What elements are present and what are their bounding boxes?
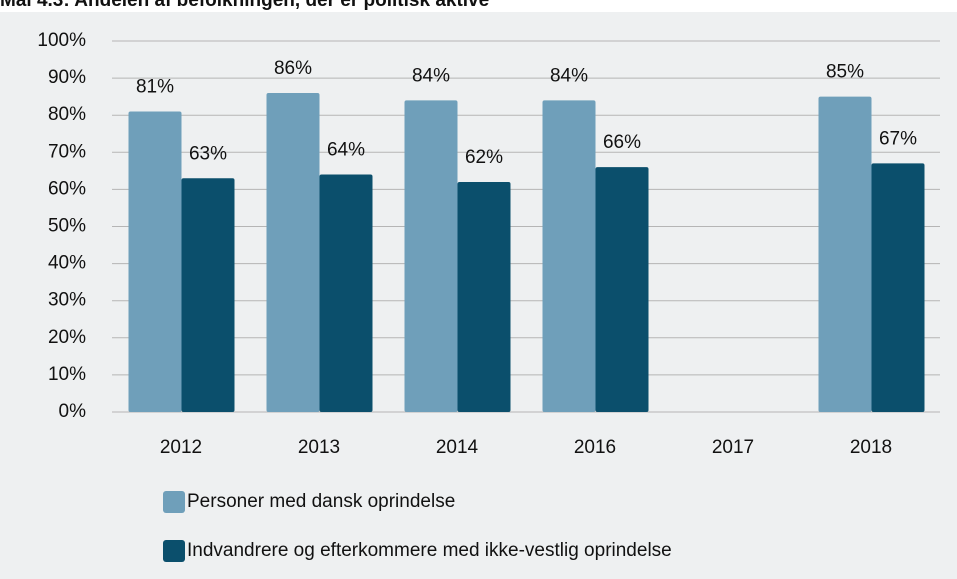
value-label: 81% — [136, 77, 174, 98]
y-tick-label: 50% — [48, 216, 86, 237]
value-label: 67% — [879, 128, 917, 149]
legend-swatch — [163, 540, 185, 562]
bar — [128, 111, 182, 413]
y-tick-label: 0% — [59, 401, 87, 422]
x-tick-label: 2017 — [712, 437, 754, 458]
bar — [319, 174, 373, 412]
legend-label: Indvandrere og efterkommere med ikke-ves… — [187, 540, 672, 561]
bar — [457, 181, 511, 412]
value-label: 86% — [274, 58, 312, 79]
value-label: 63% — [189, 143, 227, 164]
value-label: 84% — [550, 65, 588, 86]
value-label: 62% — [465, 147, 503, 168]
x-tick-label: 2013 — [298, 437, 340, 458]
value-label: 85% — [826, 62, 864, 83]
bar — [542, 100, 596, 413]
y-tick-label: 80% — [48, 104, 86, 125]
legend-swatch — [163, 491, 185, 513]
chart-title: Mål 4.3: Andelen af befolkningen, der er… — [0, 0, 489, 11]
title-band — [0, 0, 957, 12]
y-tick-label: 90% — [48, 67, 86, 88]
x-tick-label: 2012 — [160, 437, 202, 458]
bar — [595, 167, 649, 412]
y-tick-label: 20% — [48, 327, 86, 348]
y-tick-label: 100% — [37, 30, 86, 51]
y-tick-label: 10% — [48, 364, 86, 385]
y-tick-label: 60% — [48, 178, 86, 199]
bar — [266, 92, 320, 412]
legend-label: Personer med dansk oprindelse — [187, 491, 455, 512]
y-tick-label: 40% — [48, 253, 86, 274]
value-label: 64% — [327, 140, 365, 161]
y-tick-label: 70% — [48, 141, 86, 162]
value-label: 66% — [603, 132, 641, 153]
bar — [404, 100, 458, 413]
x-tick-label: 2018 — [850, 437, 892, 458]
value-label: 84% — [412, 65, 450, 86]
bar — [818, 96, 872, 413]
bar — [181, 178, 235, 412]
y-tick-label: 30% — [48, 290, 86, 311]
x-tick-label: 2014 — [436, 437, 479, 458]
bar — [871, 163, 925, 412]
x-tick-label: 2016 — [574, 437, 616, 458]
